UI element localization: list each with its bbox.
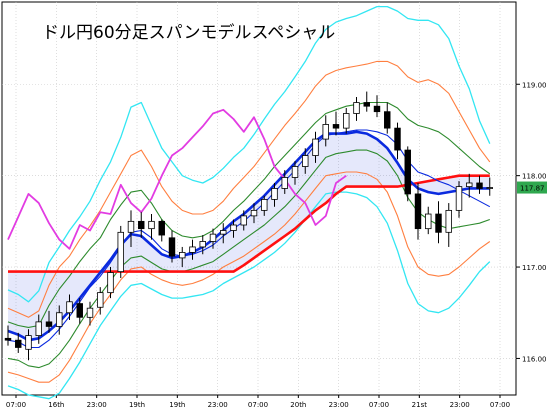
candle-body <box>455 186 463 211</box>
candle-body <box>86 307 94 318</box>
candle-body <box>97 292 104 308</box>
candle-body <box>332 124 340 129</box>
x-tick-label: 23:00 <box>329 401 349 409</box>
candle-body <box>281 177 288 189</box>
candle-body <box>168 237 176 257</box>
candle-body <box>107 272 114 294</box>
upper-bollinger-3-line <box>7 5 491 303</box>
candle-body <box>199 241 206 248</box>
y-tick-label: 118.00 <box>522 173 547 181</box>
candle-body <box>466 182 473 188</box>
candle-body <box>158 220 165 236</box>
candle-body <box>353 102 360 114</box>
candle-body <box>138 220 145 230</box>
lower-bollinger-3-line <box>7 191 491 400</box>
candle-body <box>394 127 401 151</box>
candle-body <box>363 102 370 107</box>
candle-body <box>271 188 278 200</box>
candle-body <box>425 213 432 230</box>
current-price-label: 117.87 <box>520 185 545 193</box>
candle-body <box>445 209 452 233</box>
candle-body <box>373 105 381 113</box>
x-tick-label: 23:00 <box>87 401 107 409</box>
candle-body <box>179 252 186 259</box>
candle-body <box>45 321 53 327</box>
candle-body <box>476 182 483 189</box>
candle-body <box>486 187 493 189</box>
candle-body <box>189 246 196 253</box>
candle-body <box>250 209 258 217</box>
candle-body <box>56 312 63 327</box>
candle-body <box>209 233 217 242</box>
y-tick-label: 117.00 <box>522 264 547 272</box>
candle-body <box>15 339 22 348</box>
candle-body <box>261 199 268 211</box>
candle-body <box>76 303 83 318</box>
candle-body <box>117 231 124 273</box>
candle-body <box>404 149 411 195</box>
candle-body <box>25 335 32 350</box>
x-tick-label: 07:00 <box>6 401 26 409</box>
candle-body <box>312 138 319 156</box>
candle-body <box>291 166 299 178</box>
x-tick-label: 23:00 <box>450 401 470 409</box>
candle-body <box>343 113 350 129</box>
chikou-line <box>7 108 347 250</box>
x-tick-label: 16th <box>48 401 64 409</box>
x-tick-label: 20th <box>290 401 306 409</box>
candle-body <box>302 155 309 167</box>
plot-frame <box>1 1 517 396</box>
candle-body <box>240 215 247 226</box>
x-tick-label: 19th <box>129 401 145 409</box>
x-tick-label: 21st <box>412 401 428 409</box>
chart-title: ドル円60分足スパンモデルスペシャル <box>42 22 335 43</box>
lower-bollinger-2-line <box>7 171 491 383</box>
candle-body <box>148 220 155 230</box>
candle-body <box>220 230 227 235</box>
y-tick-label: 119.00 <box>522 81 547 89</box>
x-tick-label: 07:00 <box>490 401 510 409</box>
x-tick-label: 07:00 <box>369 401 389 409</box>
candle-body <box>435 213 442 233</box>
candle-body <box>414 193 422 230</box>
plot-area: 119.00 118.00 117.00 116.00 07:00 16th 23:00 19… <box>1 1 547 409</box>
candle-body <box>4 337 12 341</box>
candle-body <box>66 301 73 314</box>
x-tick-label: 23:00 <box>208 401 228 409</box>
candle-body <box>322 124 329 140</box>
x-tick-label: 19th <box>169 401 185 409</box>
y-tick-label: 116.00 <box>522 355 547 363</box>
candle-body <box>230 224 237 231</box>
candle-body <box>127 220 135 233</box>
x-tick-label: 07:00 <box>248 401 268 409</box>
upper-bollinger-1-line <box>7 101 491 328</box>
current-price-box <box>517 181 547 194</box>
upper-bollinger-2-line <box>7 60 491 318</box>
candle-body <box>35 321 42 336</box>
candle-body <box>384 111 391 129</box>
